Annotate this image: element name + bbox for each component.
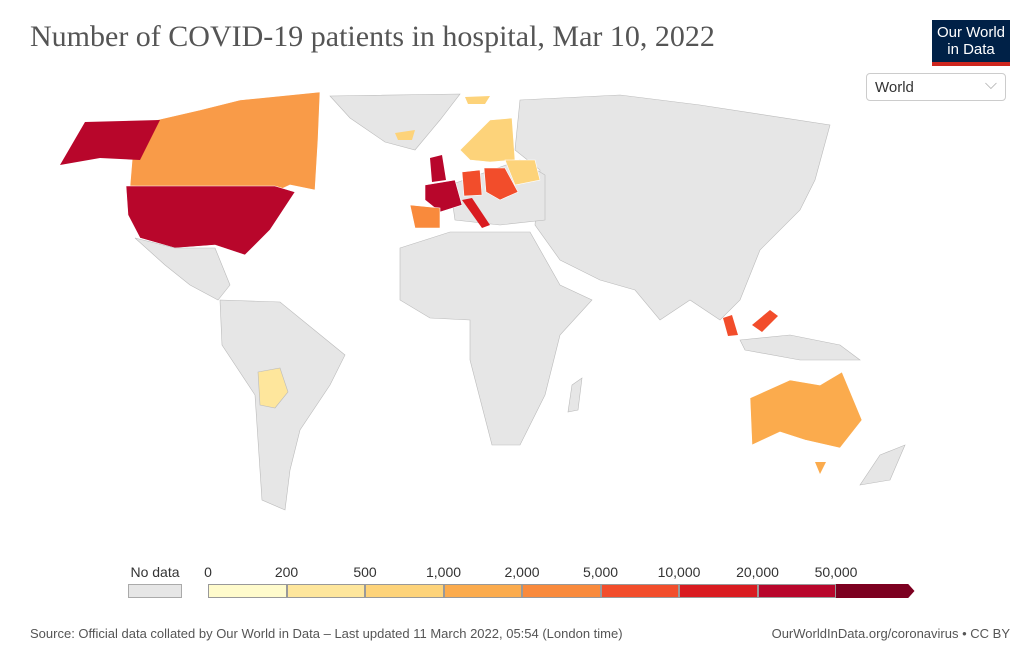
- country-usa-alaska[interactable]: [60, 120, 160, 165]
- legend-bin: [208, 584, 287, 598]
- legend-tick: 500: [353, 564, 377, 580]
- country-spain[interactable]: [409, 204, 441, 229]
- country-new-zealand[interactable]: [859, 444, 906, 486]
- chevron-down-icon: ⌵: [984, 76, 997, 93]
- legend-tick: 200: [274, 564, 299, 580]
- country-uk[interactable]: [430, 155, 446, 182]
- country-italy[interactable]: [462, 198, 490, 228]
- continent-south-america[interactable]: [219, 299, 346, 511]
- legend-tick: 50,000: [814, 564, 858, 580]
- logo-line1: Our World: [936, 24, 1006, 41]
- country-bolivia[interactable]: [257, 367, 289, 409]
- country-svalbard[interactable]: [465, 96, 490, 104]
- source-note: Source: Official data collated by Our Wo…: [30, 626, 623, 641]
- legend-bin: [836, 584, 915, 598]
- legend-bin: [757, 584, 836, 598]
- country-iceland[interactable]: [395, 130, 415, 140]
- continent-africa[interactable]: [399, 231, 593, 446]
- country-france[interactable]: [424, 179, 463, 213]
- country-mexico-central-america[interactable]: [134, 237, 231, 301]
- logo-line2: in Data: [947, 41, 995, 58]
- country-ukraine[interactable]: [504, 159, 541, 186]
- region-select-value: World: [875, 79, 914, 96]
- legend-tick: 20,000: [736, 564, 779, 580]
- country-tasmania[interactable]: [815, 462, 826, 474]
- legend-tick: 1,000: [425, 564, 462, 580]
- country-malaysia-borneo[interactable]: [752, 310, 778, 332]
- country-nordics[interactable]: [459, 117, 516, 163]
- country-usa[interactable]: [125, 185, 296, 256]
- country-australia[interactable]: [749, 371, 863, 449]
- legend-bin: [600, 584, 679, 598]
- legend-bin: [286, 584, 365, 598]
- country-malaysia-peninsula[interactable]: [723, 315, 738, 336]
- legend-tick: 10,000: [657, 564, 701, 580]
- legend-bin: [365, 584, 444, 598]
- chart-title: Number of COVID-19 patients in hospital,…: [30, 20, 715, 53]
- citation-link[interactable]: OurWorldInData.org/coronavirus • CC BY: [771, 626, 1010, 641]
- country-canada[interactable]: [129, 91, 321, 193]
- legend-bin: [443, 584, 522, 598]
- legend-tick: 2,000: [504, 564, 540, 580]
- country-indonesia[interactable]: [739, 334, 861, 361]
- country-greenland[interactable]: [329, 93, 461, 151]
- legend-bin: [679, 584, 758, 598]
- legend-bin: [522, 584, 601, 598]
- country-germany[interactable]: [461, 169, 483, 197]
- legend-no-data-swatch: [128, 584, 182, 598]
- owid-logo[interactable]: Our World in Data: [932, 20, 1010, 66]
- country-madagascar[interactable]: [567, 377, 583, 413]
- country-poland-romania[interactable]: [483, 167, 519, 201]
- region-select[interactable]: World ⌵: [866, 73, 1006, 101]
- legend-tick: 0: [204, 564, 212, 580]
- legend-tick: 5,000: [582, 564, 619, 580]
- legend-no-data-label: No data: [130, 564, 180, 580]
